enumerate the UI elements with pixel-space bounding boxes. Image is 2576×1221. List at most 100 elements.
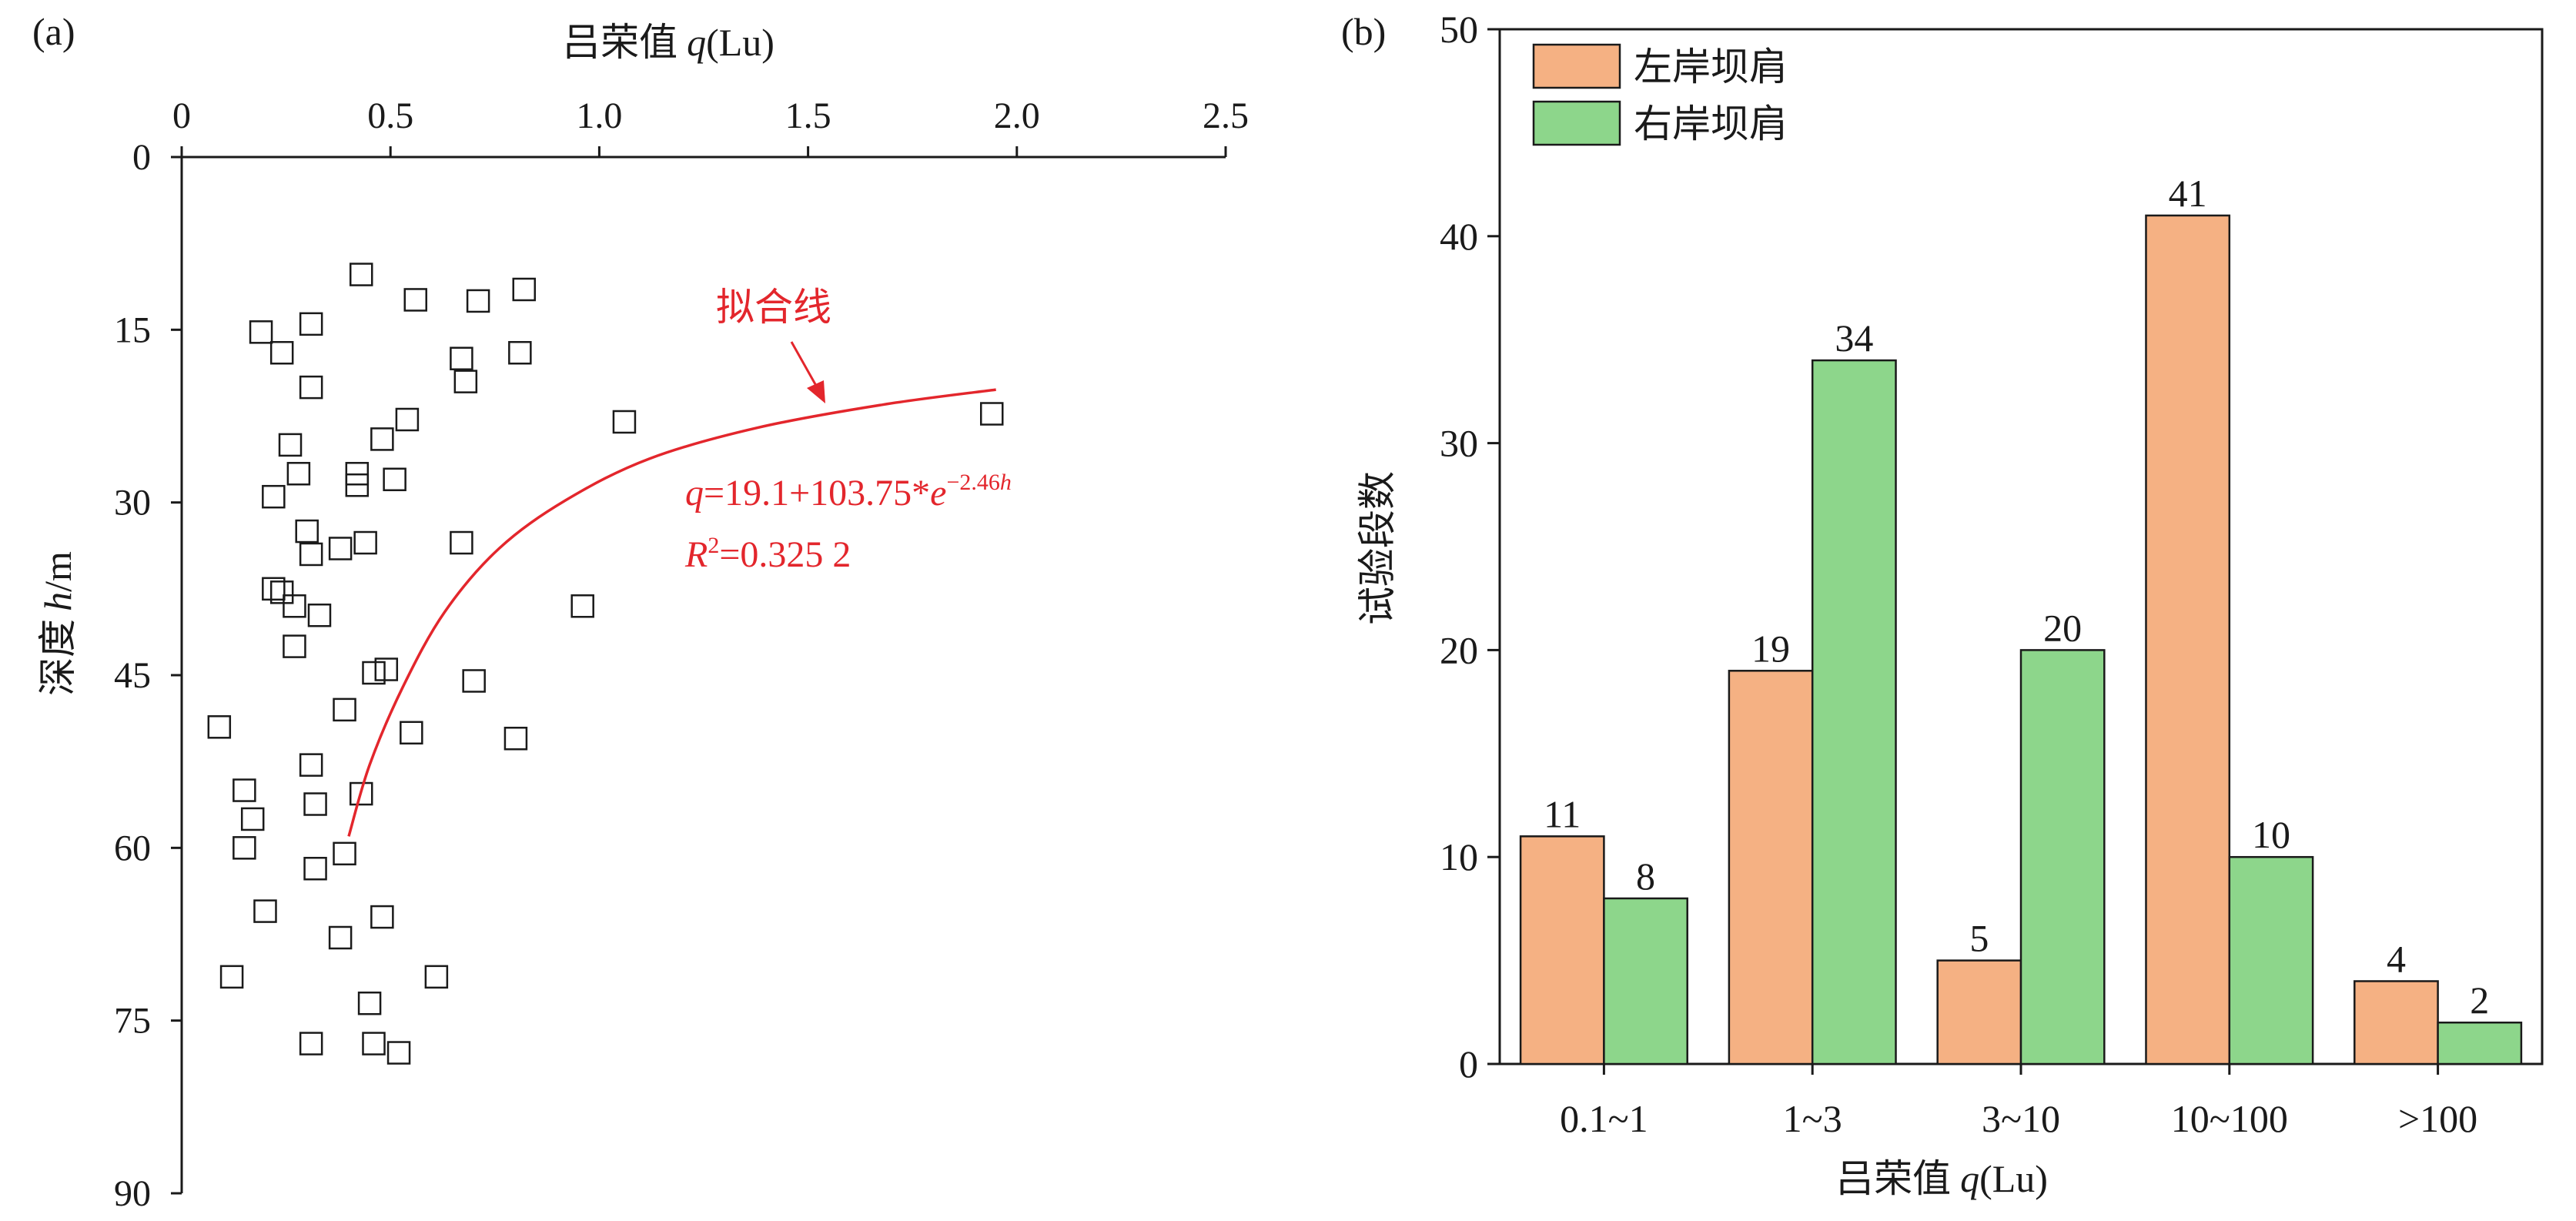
data-point bbox=[450, 346, 473, 370]
data-point bbox=[299, 375, 323, 400]
data-point bbox=[299, 1032, 323, 1055]
panel-b-x-axis-title: 吕荣值 q(Lu) bbox=[1835, 1156, 2048, 1201]
fit-line-arrowhead bbox=[807, 380, 825, 403]
bar-left-bank bbox=[2354, 980, 2439, 1065]
legend-label-right-bank: 右岸坝肩 bbox=[1634, 102, 1788, 146]
fit-r-squared-r: R bbox=[684, 534, 708, 575]
bar-value-label: 10 bbox=[2252, 813, 2290, 856]
panel-a-y-axis-title-unit: /m bbox=[36, 551, 79, 592]
data-point bbox=[349, 781, 373, 806]
fit-line-arrow bbox=[790, 341, 821, 392]
fit-r-squared-value: =0.325 2 bbox=[719, 534, 851, 575]
y-tick-label: 50 bbox=[1440, 8, 1478, 51]
data-point bbox=[362, 661, 386, 685]
panel-a-points bbox=[207, 263, 1004, 1065]
x-tick-label: 0.5 bbox=[367, 95, 413, 136]
data-point bbox=[508, 340, 532, 365]
x-tick-label: 0.1~1 bbox=[1560, 1097, 1648, 1140]
data-point bbox=[370, 427, 394, 451]
fit-equation-exponent-h: h bbox=[1000, 470, 1012, 495]
y-tick-label: 0 bbox=[132, 137, 151, 178]
data-point bbox=[286, 462, 311, 486]
data-point bbox=[466, 289, 490, 313]
data-point bbox=[353, 530, 377, 555]
fit-equation: q=19.1+103.75*e−2.46h bbox=[685, 470, 1012, 513]
bar-value-label: 4 bbox=[2387, 937, 2406, 980]
data-point bbox=[262, 484, 286, 509]
panel-b-bars: 11 8 19 34 5 20 41 10 4 2 bbox=[1519, 172, 2523, 1065]
legend-label-left-bank: 左岸坝肩 bbox=[1634, 45, 1788, 89]
data-point bbox=[462, 669, 486, 693]
fit-curve bbox=[347, 388, 996, 837]
data-point bbox=[403, 288, 427, 312]
panel-b-x-axis-title-unit: (Lu) bbox=[1979, 1157, 2048, 1200]
bar-right-bank bbox=[2019, 649, 2106, 1065]
bar-value-label: 41 bbox=[2169, 172, 2207, 215]
panel-a-label: (a) bbox=[32, 10, 75, 53]
data-point bbox=[219, 965, 244, 989]
y-tick-label: 90 bbox=[114, 1173, 151, 1214]
x-tick-label: 1~3 bbox=[1783, 1097, 1842, 1140]
x-tick-label: 3~10 bbox=[1982, 1097, 2060, 1140]
x-tick-label: 10~100 bbox=[2171, 1097, 2288, 1140]
x-tick-label: 2.0 bbox=[994, 95, 1040, 136]
bar-value-label: 34 bbox=[1835, 316, 1873, 360]
data-point bbox=[400, 721, 423, 745]
data-point bbox=[303, 792, 327, 816]
x-tick-label: 2.5 bbox=[1203, 95, 1249, 136]
data-point bbox=[303, 857, 327, 881]
legend: 左岸坝肩 右岸坝肩 bbox=[1532, 43, 1788, 146]
data-point bbox=[362, 1032, 386, 1055]
bar-left-bank bbox=[1728, 670, 1814, 1065]
y-tick-label: 75 bbox=[114, 1001, 151, 1042]
data-point bbox=[370, 905, 394, 929]
panel-a-y-axis-title-var: h bbox=[36, 592, 79, 611]
panel-b-x-axis-title-cn: 吕荣值 bbox=[1835, 1156, 1951, 1201]
x-tick-label: 0 bbox=[172, 95, 191, 136]
data-point bbox=[980, 402, 1004, 426]
x-tick-label: 1.0 bbox=[576, 95, 622, 136]
panel-a-y-ticks: 0 15 30 45 60 75 90 bbox=[114, 137, 182, 1214]
bar-left-bank bbox=[2145, 214, 2231, 1065]
fit-equation-e: e bbox=[930, 473, 946, 513]
fit-equation-body: =19.1+103.75* bbox=[704, 473, 930, 513]
fit-equation-q: q bbox=[685, 473, 704, 513]
y-tick-label: 10 bbox=[1440, 835, 1478, 878]
data-point bbox=[328, 537, 353, 560]
y-tick-label: 20 bbox=[1440, 628, 1478, 671]
panel-b-y-axis-title: 试验段数 bbox=[1355, 471, 1400, 625]
data-point bbox=[269, 580, 294, 604]
data-point bbox=[386, 1041, 411, 1065]
bar-value-label: 8 bbox=[1636, 855, 1655, 898]
data-point bbox=[269, 340, 294, 365]
data-point bbox=[374, 657, 399, 681]
data-point bbox=[253, 899, 277, 923]
bar-left-bank bbox=[1936, 959, 2022, 1065]
panel-a-y-axis-title: 深度 h/m bbox=[35, 551, 80, 696]
bar-value-label: 11 bbox=[1544, 792, 1581, 835]
data-point bbox=[295, 519, 319, 544]
panel-a-x-axis-title-unit: (Lu) bbox=[706, 21, 774, 64]
data-point bbox=[240, 807, 265, 831]
data-point bbox=[612, 410, 637, 434]
panel-b-x-axis-title-var: q bbox=[1960, 1157, 1979, 1200]
panel-a-y-axis-title-cn: 深度 bbox=[35, 619, 80, 696]
legend-swatch-left-bank bbox=[1532, 43, 1621, 89]
panel-a-scatter: (a) 吕荣值 q(Lu) 深度h/m 0 0.5 1.0 1.5 2.0 2.5 0153… bbox=[32, 10, 1249, 1214]
legend-swatch-right-bank bbox=[1532, 100, 1621, 146]
panel-a-x-axis-title: 吕荣值 q(Lu) bbox=[562, 20, 774, 65]
data-point bbox=[345, 473, 370, 497]
x-tick-label: >100 bbox=[2398, 1097, 2477, 1140]
data-point bbox=[395, 407, 420, 432]
data-point bbox=[424, 965, 449, 989]
y-tick-label: 40 bbox=[1440, 215, 1478, 258]
panel-a-x-ticks: 0 0.5 1.0 1.5 2.0 2.5 bbox=[172, 95, 1249, 157]
data-point bbox=[383, 467, 406, 492]
bar-value-label: 20 bbox=[2043, 606, 2082, 649]
data-point bbox=[307, 603, 332, 627]
bar-value-label: 5 bbox=[1969, 917, 1989, 960]
data-point bbox=[349, 263, 373, 286]
fit-r-squared: R2=0.325 2 bbox=[684, 533, 851, 575]
